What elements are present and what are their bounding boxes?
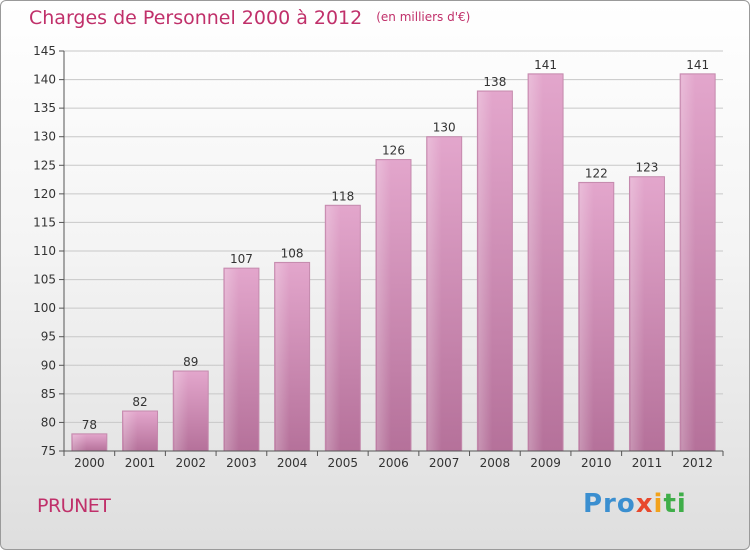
- logo-part-1: Pro: [583, 489, 636, 519]
- y-tick-label: 135: [33, 101, 56, 115]
- proxiti-logo[interactable]: Proxiti: [583, 489, 687, 519]
- commune-name: PRUNET: [37, 495, 111, 517]
- y-tick-label: 75: [41, 444, 56, 458]
- chart-title-text: Charges de Personnel 2000 à 2012: [29, 7, 363, 29]
- bar-highlight: [579, 183, 594, 451]
- x-tick-label: 2004: [277, 456, 308, 470]
- x-tick-label: 2012: [682, 456, 713, 470]
- y-tick-label: 115: [33, 215, 56, 229]
- data-label: 118: [331, 189, 354, 203]
- x-tick-label: 2005: [328, 456, 359, 470]
- y-tick-label: 120: [33, 187, 56, 201]
- logo-part-4: ti: [663, 489, 687, 519]
- bars: 78 82 89 107 108 118 126 130 138 141 122 123 141: [71, 58, 716, 452]
- data-label: 82: [132, 395, 147, 409]
- data-label: 141: [534, 58, 557, 72]
- y-tick-label: 110: [33, 244, 56, 258]
- x-tick-label: 2009: [530, 456, 561, 470]
- x-tick-label: 2003: [226, 456, 257, 470]
- x-tick-label: 2011: [632, 456, 663, 470]
- bar-highlight: [427, 137, 442, 451]
- bar-highlight: [275, 263, 290, 451]
- logo-part-3: i: [653, 489, 664, 519]
- data-label: 122: [585, 166, 608, 180]
- y-tick-label: 95: [41, 330, 56, 344]
- bar-highlight: [174, 372, 189, 451]
- data-label: 89: [183, 355, 198, 369]
- data-label: 130: [433, 121, 456, 135]
- data-label: 141: [686, 58, 709, 72]
- x-tick-label: 2006: [378, 456, 409, 470]
- y-tick-label: 80: [41, 415, 56, 429]
- y-tick-label: 145: [33, 44, 56, 58]
- y-tick-label: 105: [33, 273, 56, 287]
- y-tick-label: 90: [41, 358, 56, 372]
- x-tick-label: 2008: [480, 456, 511, 470]
- y-tick-label: 140: [33, 73, 56, 87]
- bar-highlight: [326, 206, 341, 451]
- bar-highlight: [123, 412, 138, 451]
- chart-subtitle: (en milliers d'€): [376, 10, 471, 24]
- axes: 75 80 85 90 95 100 105 110 115 120 125 130 135 140 145…: [33, 44, 724, 470]
- bar-highlight: [72, 434, 87, 451]
- chart-title: Charges de Personnel 2000 à 2012 (en mill…: [29, 7, 470, 29]
- y-tick-label: 130: [33, 130, 56, 144]
- data-label: 107: [230, 252, 253, 266]
- x-tick-label: 2001: [125, 456, 156, 470]
- y-tick-label: 125: [33, 158, 56, 172]
- bar-highlight: [224, 269, 239, 451]
- data-label: 126: [382, 144, 405, 158]
- x-tick-label: 2002: [175, 456, 206, 470]
- bar-highlight: [377, 160, 392, 452]
- bar-highlight: [630, 177, 645, 451]
- logo-part-2: x: [635, 489, 654, 519]
- data-label: 138: [483, 75, 506, 89]
- y-tick-label: 85: [41, 387, 56, 401]
- data-label: 108: [281, 246, 304, 260]
- x-tick-label: 2007: [429, 456, 460, 470]
- data-label: 78: [82, 418, 97, 432]
- x-tick-label: 2010: [581, 456, 612, 470]
- y-tick-label: 100: [33, 301, 56, 315]
- bar-highlight: [478, 92, 493, 451]
- bar-highlight: [529, 74, 544, 451]
- data-label: 123: [636, 161, 659, 175]
- bar-highlight: [681, 74, 696, 451]
- x-tick-label: 2000: [74, 456, 105, 470]
